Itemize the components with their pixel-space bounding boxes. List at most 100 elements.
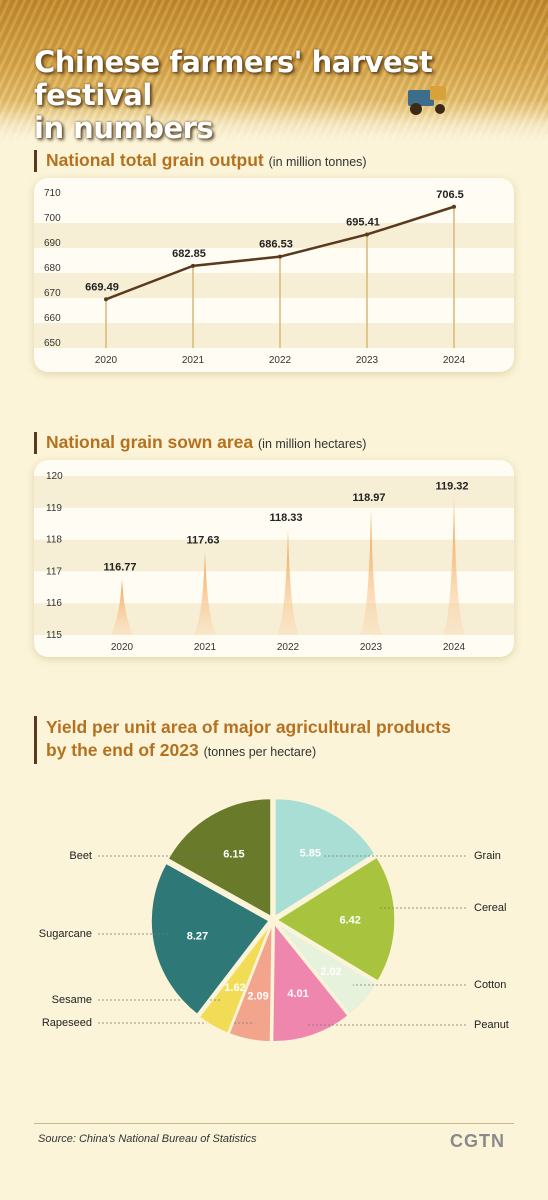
- pie-slice: [275, 856, 396, 983]
- data-label: 116.77: [103, 562, 136, 574]
- data-point: [452, 204, 456, 209]
- y-tick-label: 115: [46, 630, 62, 641]
- grain-output-card: 650 660 670 680 690 700 710 669.49 2020 682.85 202…: [34, 178, 514, 372]
- bar-spike: [111, 578, 133, 635]
- grid-band: [34, 223, 514, 248]
- y-tick-label: 680: [44, 263, 61, 274]
- slice-value-label: 8.27: [187, 931, 208, 943]
- grid-band: [34, 476, 514, 508]
- y-tick-label: 119: [46, 503, 62, 514]
- grid-band: [34, 248, 514, 273]
- grid-band: [34, 507, 514, 540]
- slice-value-label: 6.42: [339, 914, 360, 926]
- x-tick-label: 2023: [356, 355, 379, 366]
- data-label: 119.32: [435, 481, 468, 493]
- footer-divider: [34, 1123, 514, 1124]
- yield-title-line-1: Yield per unit area of major agricultura…: [46, 717, 451, 737]
- x-tick-label: 2021: [194, 642, 217, 653]
- pie-slice: [198, 923, 272, 1035]
- grain-output-line-chart: 650 660 670 680 690 700 710 669.49 2020 682.85 202…: [34, 188, 514, 366]
- bar-spike: [277, 529, 299, 635]
- y-tick-label: 710: [44, 188, 61, 199]
- y-tick-label: 117: [46, 566, 62, 577]
- data-label: 118.97: [352, 492, 385, 504]
- title-line-2: in numbers: [34, 111, 214, 145]
- x-tick-label: 2024: [443, 355, 466, 366]
- data-label: 669.49: [85, 281, 119, 293]
- data-point: [191, 263, 195, 268]
- slice-category-label: Cereal: [474, 902, 506, 914]
- data-label: 706.5: [436, 189, 464, 201]
- x-tick-label: 2020: [111, 642, 134, 653]
- slice-value-label: 4.01: [287, 988, 308, 1000]
- sown-area-card: 115 116 117 118 119 120 116.77 2020 117.63 2021 11…: [34, 460, 514, 657]
- hero-fade: [0, 100, 548, 145]
- slice-value-label: 2.09: [247, 991, 268, 1003]
- slice-category-label: Sesame: [52, 994, 92, 1006]
- grid-band: [34, 298, 514, 323]
- slice-category-label: Beet: [69, 850, 92, 862]
- y-tick-label: 670: [44, 288, 61, 299]
- grid-band: [34, 198, 514, 223]
- y-tick-label: 116: [46, 598, 62, 609]
- pie-slice: [228, 923, 273, 1043]
- sown-area-title: National grain sown area (in million hec…: [34, 432, 366, 454]
- grid-band: [34, 603, 514, 635]
- x-tick-label: 2022: [277, 642, 300, 653]
- data-label: 117.63: [186, 534, 219, 546]
- yield-unit: (tonnes per hectare): [203, 745, 317, 759]
- slice-category-label: Sugarcane: [39, 928, 92, 940]
- x-tick-label: 2021: [182, 355, 205, 366]
- sown-area-unit: (in million hectares): [258, 437, 367, 451]
- sown-area-spike-chart: 115 116 117 118 119 120 116.77 2020 117.63 2021 11…: [34, 471, 514, 653]
- slice-category-label: Rapeseed: [42, 1017, 92, 1029]
- bar-spike: [443, 497, 465, 635]
- slice-category-label: Cotton: [474, 979, 506, 991]
- yield-pie-chart: 5.85 Grain 6.42 Cereal 2.02 Cotton 4.01 Peanut 2…: [39, 797, 509, 1043]
- slice-value-label: 5.85: [300, 847, 321, 859]
- y-tick-label: 690: [44, 238, 61, 249]
- pie-slice: [274, 797, 376, 918]
- grain-output-unit: (in million tonnes): [268, 155, 367, 169]
- data-point: [104, 297, 108, 302]
- grid-band: [34, 571, 514, 604]
- grain-output-title-text: National total grain output: [46, 150, 264, 170]
- pie-slice: [150, 862, 271, 1016]
- y-tick-label: 650: [44, 338, 61, 349]
- yield-title: Yield per unit area of major agricultura…: [34, 716, 451, 764]
- data-label: 682.85: [172, 248, 206, 260]
- grid-band: [34, 323, 514, 348]
- y-tick-label: 700: [44, 213, 61, 224]
- page-title: Chinese farmers' harvest festival in num…: [34, 46, 534, 145]
- slice-value-label: 2.02: [320, 966, 341, 978]
- slice-value-label: 6.15: [223, 848, 244, 860]
- pie-slice: [166, 797, 272, 918]
- grid-band: [34, 273, 514, 298]
- data-point: [365, 232, 369, 237]
- title-line-1: Chinese farmers' harvest festival: [34, 45, 433, 112]
- bar-spike: [360, 508, 382, 635]
- slice-category-label: Peanut: [474, 1019, 509, 1031]
- y-tick-label: 118: [46, 535, 62, 546]
- yield-title-line-2: by the end of 2023: [46, 740, 199, 760]
- x-tick-label: 2024: [443, 642, 466, 653]
- y-tick-label: 660: [44, 313, 61, 324]
- grain-output-title: National total grain output (in million …: [34, 150, 367, 172]
- data-label: 695.41: [346, 216, 380, 228]
- slice-value-label: 1.62: [224, 982, 245, 994]
- x-tick-label: 2022: [269, 355, 292, 366]
- harvester-icon: [408, 86, 446, 115]
- x-tick-label: 2020: [95, 355, 118, 366]
- data-label: 686.53: [259, 239, 293, 251]
- x-tick-label: 2023: [360, 642, 383, 653]
- bar-spike: [194, 551, 216, 635]
- pie-slice: [275, 921, 378, 1016]
- slice-category-label: Grain: [474, 850, 501, 862]
- grid-band: [34, 539, 514, 572]
- data-label: 118.33: [269, 512, 302, 524]
- pie-slice: [271, 921, 350, 1043]
- data-point: [278, 254, 282, 259]
- cgtn-logo: CGTN: [450, 1131, 505, 1151]
- y-tick-label: 120: [46, 471, 63, 482]
- sown-area-title-text: National grain sown area: [46, 432, 254, 452]
